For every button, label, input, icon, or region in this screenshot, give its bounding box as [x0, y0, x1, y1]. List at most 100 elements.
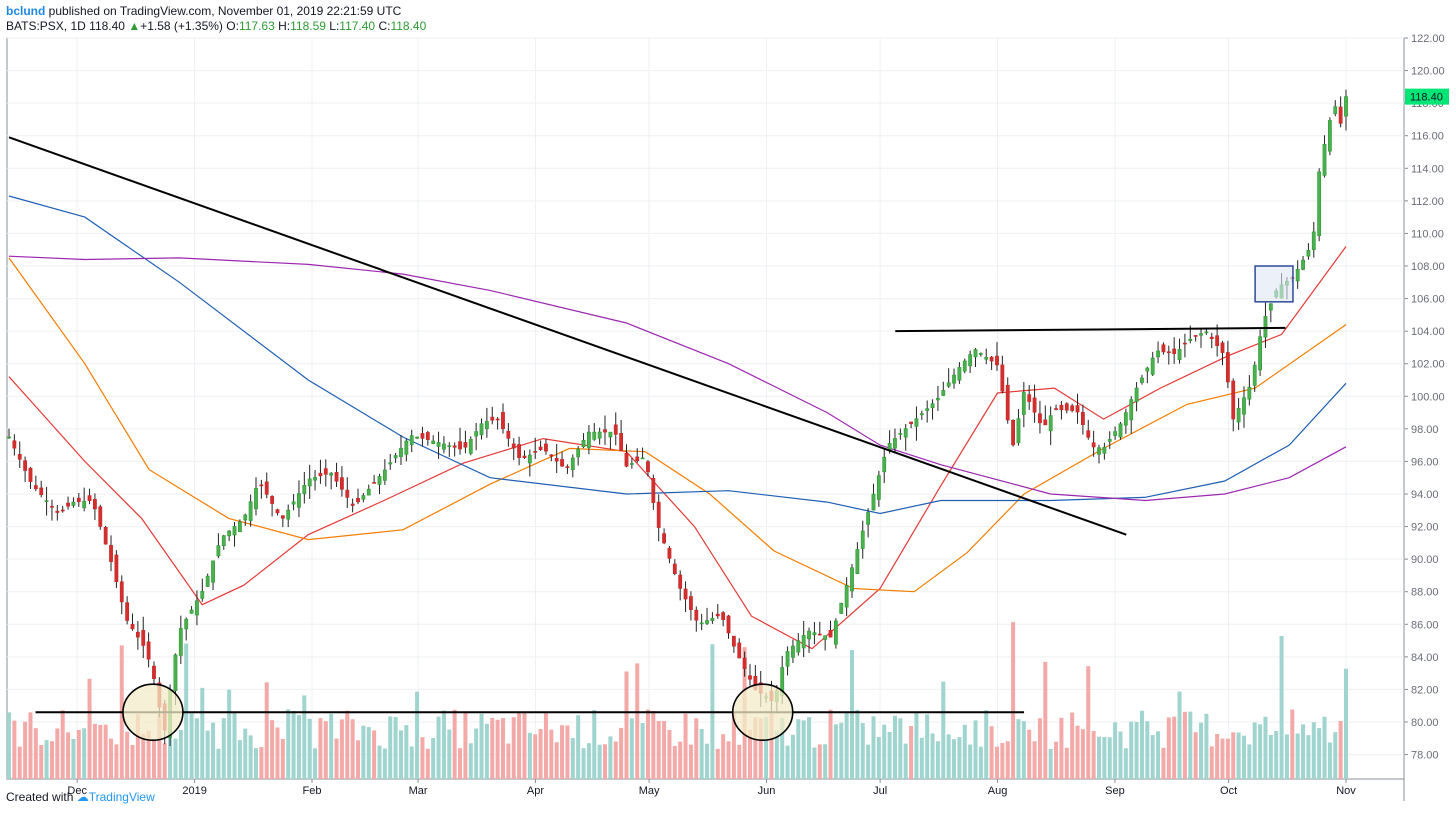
volume-bar	[1199, 722, 1204, 779]
candle-body	[737, 642, 742, 659]
volume-bar	[672, 745, 677, 779]
author-name[interactable]: bclund	[6, 4, 46, 18]
candle-body	[114, 554, 119, 582]
volume-bar	[388, 716, 393, 779]
candle-body	[458, 441, 462, 450]
candle-body	[98, 506, 103, 527]
candle-body	[973, 349, 978, 358]
candle-body	[613, 424, 618, 435]
candle-body	[468, 439, 473, 454]
volume-bar	[1005, 741, 1010, 779]
x-tick-label: Oct	[1220, 785, 1237, 797]
candle-body	[946, 382, 951, 387]
candle-body	[484, 421, 489, 429]
volume-bar	[554, 742, 559, 779]
volume-bar	[356, 740, 361, 779]
volume-bar	[87, 678, 92, 779]
candle-body	[511, 443, 516, 449]
high-value: 118.59	[290, 19, 326, 33]
candle-body	[345, 489, 350, 498]
volume-bar	[844, 711, 849, 779]
volume-bar	[1209, 746, 1214, 779]
volume-bar	[431, 738, 436, 779]
candle-body	[130, 624, 135, 630]
candle-body	[55, 510, 60, 513]
volume-bar	[1016, 719, 1021, 779]
x-tick-label: Sep	[1105, 785, 1125, 797]
consolidation-box	[1254, 265, 1294, 303]
volume-bar	[624, 671, 629, 779]
candle-body	[135, 631, 140, 638]
tradingview-logo-text[interactable]: TradingView	[88, 790, 155, 804]
candle-body	[914, 418, 919, 427]
candle-body	[146, 641, 151, 660]
volume-bar	[850, 650, 855, 779]
volume-bar	[463, 712, 468, 779]
candle-body	[447, 445, 452, 447]
candle-body	[479, 423, 484, 436]
candle-body	[705, 620, 709, 624]
volume-bar	[173, 738, 178, 779]
volume-bar	[1134, 722, 1139, 779]
volume-bar	[839, 722, 844, 779]
candle-body	[1231, 380, 1236, 420]
candle-body	[683, 588, 688, 600]
tradingview-cloud-icon[interactable]: ☁	[76, 790, 89, 804]
candle-body	[527, 454, 532, 464]
candle-body	[340, 477, 344, 490]
volume-bar	[892, 715, 897, 779]
candle-body	[1268, 303, 1273, 311]
candle-body	[1242, 397, 1246, 415]
candle-body	[173, 654, 178, 691]
low-value: 117.40	[339, 19, 376, 33]
volume-bar	[178, 729, 183, 779]
candle-body	[1102, 446, 1107, 454]
close-label: C:	[378, 19, 391, 33]
candle-body	[876, 475, 881, 500]
candle-body	[270, 496, 275, 504]
y-tick-label: 112.00	[1411, 196, 1444, 208]
y-tick-label: 122.00	[1411, 33, 1445, 45]
candle-body	[382, 469, 387, 481]
volume-bar	[581, 748, 586, 779]
volume-bar	[82, 728, 87, 779]
volume-bar	[801, 720, 806, 779]
volume-bar	[458, 748, 463, 779]
candle-body	[930, 403, 935, 409]
volume-bar	[876, 736, 881, 779]
volume-bar	[909, 725, 914, 779]
y-tick-label: 78.00	[1411, 750, 1439, 762]
volume-bar	[168, 735, 173, 779]
candle-body	[860, 530, 865, 549]
candle-body	[1209, 336, 1214, 340]
candle-body	[291, 501, 296, 505]
y-tick-label: 90.00	[1411, 554, 1439, 566]
candle-body	[1021, 392, 1026, 415]
candle-body	[506, 430, 511, 439]
candle-body	[28, 467, 33, 482]
candle-body	[570, 457, 575, 470]
last-price-tag	[1405, 88, 1449, 105]
volume-bar	[60, 710, 65, 779]
volume-bar	[1021, 721, 1026, 779]
volume-bar	[1064, 747, 1069, 779]
candle-body	[909, 421, 913, 424]
candle-body	[554, 458, 559, 462]
volume-bar	[211, 722, 216, 779]
candle-body	[442, 443, 446, 450]
x-tick-label: Aug	[988, 785, 1008, 797]
volume-bar	[39, 744, 44, 779]
candle-body	[586, 431, 591, 448]
candle-body	[195, 600, 199, 616]
candle-body	[968, 354, 973, 367]
price-change: +1.58 (+1.35%)	[140, 19, 223, 33]
volume-bar	[517, 712, 522, 779]
candle-body	[898, 433, 903, 435]
candle-body	[366, 488, 371, 496]
volume-bar	[747, 729, 752, 779]
candle-body	[1311, 231, 1316, 251]
volume-bar	[393, 716, 398, 779]
candle-body	[656, 501, 661, 528]
volume-bar	[366, 727, 371, 779]
